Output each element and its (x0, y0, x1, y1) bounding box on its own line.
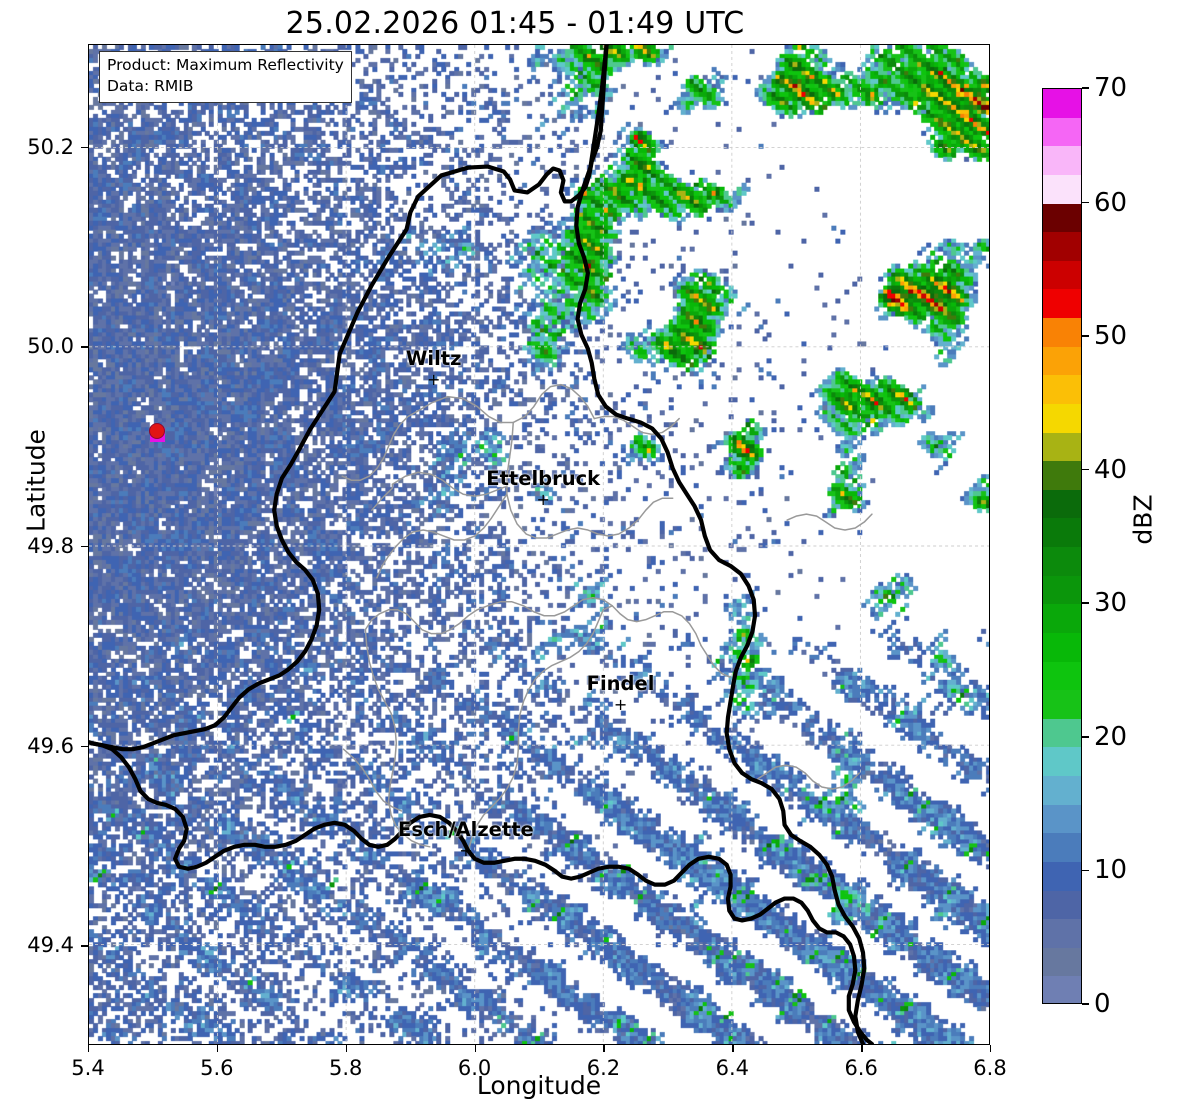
colorbar-band (1043, 833, 1081, 862)
colorbar-band (1043, 919, 1081, 948)
colorbar-band (1043, 260, 1081, 290)
y-tick-mark (81, 945, 88, 947)
colorbar-band (1043, 861, 1081, 891)
x-tick-mark (732, 1045, 734, 1052)
x-tick-label: 6.4 (715, 1056, 749, 1080)
colorbar-tick-label: 40 (1094, 454, 1128, 485)
colorbar-band (1043, 117, 1081, 147)
colorbar-tick-label: 50 (1094, 321, 1128, 352)
y-tick-label: 49.6 (27, 733, 74, 758)
y-tick-label: 50.0 (27, 334, 74, 359)
y-tick-mark (81, 745, 88, 747)
colorbar-tick-mark (1082, 201, 1089, 204)
national-border (89, 45, 875, 1044)
radar-plot-area[interactable]: Product: Maximum Reflectivity Data: RMIB… (88, 44, 990, 1045)
colorbar-band (1043, 89, 1081, 118)
y-tick-mark (81, 346, 88, 348)
x-tick-label: 6.6 (844, 1056, 878, 1080)
colorbar-band (1043, 776, 1081, 805)
colorbar-tick-mark (1082, 869, 1089, 872)
x-tick-mark (345, 1045, 348, 1052)
colorbar-band (1043, 203, 1081, 233)
colorbar-band (1043, 575, 1081, 605)
y-tick-label: 50.2 (27, 134, 74, 159)
colorbar-band (1043, 890, 1081, 920)
x-axis-title: Longitude (476, 1071, 602, 1100)
colorbar-band (1043, 432, 1081, 462)
x-tick-label: 5.6 (200, 1056, 234, 1080)
colorbar-tick-label: 0 (1094, 989, 1111, 1019)
y-tick-label: 49.4 (27, 933, 74, 958)
colorbar-band (1043, 976, 1081, 1003)
colorbar-band (1043, 174, 1081, 204)
colorbar-band (1043, 518, 1081, 547)
product-info-box: Product: Maximum Reflectivity Data: RMIB (99, 51, 352, 103)
info-data-line: Data: RMIB (107, 77, 194, 96)
colorbar-band (1043, 690, 1081, 719)
colorbar-tick-label: 10 (1094, 855, 1128, 886)
colorbar-tick-label: 70 (1094, 73, 1128, 103)
colorbar-band (1043, 489, 1081, 519)
colorbar: 0 10 20 30 40 50 60 70 (1042, 73, 1127, 1019)
x-tick-label: 6.2 (586, 1056, 621, 1080)
x-tick-label: 6.8 (973, 1056, 1007, 1080)
colorbar-tick-mark (1082, 335, 1089, 337)
grid-lines (89, 45, 989, 1044)
x-tick-label: 6.0 (457, 1056, 492, 1080)
y-tick-mark (81, 545, 88, 548)
colorbar-tick-label: 20 (1094, 721, 1128, 752)
colorbar-tick-mark (1082, 468, 1089, 471)
y-tick-label: 49.8 (27, 533, 74, 558)
colorbar-band (1043, 718, 1081, 748)
x-tick-mark (88, 1045, 90, 1052)
colorbar-tick-mark (1082, 1003, 1089, 1005)
page-title: 25.02.2026 01:45 - 01:49 UTC (285, 6, 745, 41)
map-vector-overlay (89, 45, 989, 1044)
colorbar-band (1043, 318, 1081, 347)
colorbar-tick-mark (1082, 602, 1089, 605)
colorbar-tick-mark (1082, 736, 1089, 738)
colorbar-band (1043, 547, 1081, 576)
colorbar-band (1043, 632, 1081, 662)
x-tick-mark (990, 1045, 992, 1052)
colorbar-band (1043, 146, 1081, 175)
x-tick-label: 5.8 (329, 1056, 363, 1080)
colorbar-band (1043, 403, 1081, 433)
colorbar-band (1043, 661, 1081, 691)
colorbar-band (1043, 346, 1081, 376)
colorbar-tick-mark (1082, 87, 1089, 89)
colorbar-band (1043, 747, 1081, 776)
colorbar-gradient (1042, 88, 1082, 1004)
colorbar-band (1043, 604, 1081, 633)
x-tick-mark (861, 1045, 863, 1052)
colorbar-band (1043, 804, 1081, 834)
colorbar-title: dBZ (1128, 494, 1158, 545)
radar-reflectivity-raster (89, 45, 989, 1044)
info-product-line: Product: Maximum Reflectivity (107, 56, 344, 74)
radar-site-dot-icon (148, 423, 165, 440)
colorbar-band (1043, 461, 1081, 490)
x-tick-mark (474, 1045, 476, 1052)
x-tick-mark (603, 1045, 605, 1052)
colorbar-tick-label: 60 (1094, 187, 1128, 218)
colorbar-tick-label: 30 (1094, 588, 1128, 619)
colorbar-band (1043, 375, 1081, 404)
canton-boundaries (341, 383, 873, 852)
y-axis-title: Latitude (21, 429, 51, 532)
colorbar-band (1043, 947, 1081, 977)
y-tick-mark (81, 146, 88, 149)
colorbar-band (1043, 232, 1081, 261)
x-tick-mark (216, 1045, 219, 1052)
colorbar-band (1043, 289, 1081, 318)
x-tick-label: 5.4 (71, 1056, 105, 1080)
